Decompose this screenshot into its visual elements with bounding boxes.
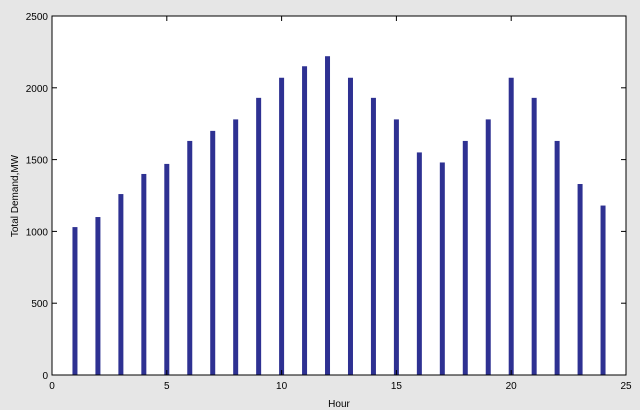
- x-tick-label: 10: [276, 381, 288, 392]
- x-tick-label: 20: [506, 381, 518, 392]
- bar-hour-24: [600, 205, 606, 375]
- y-tick-label: 500: [31, 299, 48, 310]
- y-tick-label: 0: [42, 371, 48, 382]
- x-tick-label: 15: [391, 381, 403, 392]
- y-tick-label: 1000: [26, 227, 49, 238]
- bar-hour-23: [577, 184, 583, 375]
- bar-hour-19: [485, 119, 491, 375]
- plot-area: [52, 16, 626, 375]
- y-tick-label: 2000: [26, 84, 49, 95]
- bar-hour-16: [416, 152, 422, 375]
- y-tick-label: 1500: [26, 156, 49, 167]
- bar-hour-12: [325, 56, 331, 376]
- bar-hour-3: [118, 194, 124, 375]
- bar-hour-15: [393, 119, 399, 375]
- y-axis-title: Total Demand,MW: [10, 154, 21, 237]
- bar-hour-1: [72, 227, 78, 375]
- bar-hour-10: [279, 77, 285, 375]
- bar-hour-6: [187, 140, 193, 375]
- bar-hour-5: [164, 163, 170, 375]
- x-tick-label: 25: [620, 381, 632, 392]
- bar-hour-8: [233, 119, 239, 375]
- bar-hour-21: [531, 97, 537, 375]
- bar-hour-4: [141, 173, 147, 375]
- x-tick-label: 5: [164, 381, 170, 392]
- bar-hour-14: [370, 97, 376, 375]
- bar-hour-20: [508, 77, 514, 375]
- y-tick-label: 2500: [26, 12, 49, 23]
- x-tick-label: 0: [49, 381, 55, 392]
- plot-frame: [51, 15, 627, 376]
- bar-hour-7: [210, 130, 216, 375]
- bars-layer: [72, 56, 606, 376]
- bar-hour-13: [347, 77, 353, 375]
- bar-hour-18: [462, 140, 468, 375]
- bar-hour-2: [95, 217, 101, 375]
- bar-hour-11: [302, 66, 308, 375]
- bar-hour-9: [256, 97, 262, 375]
- bar-hour-17: [439, 162, 445, 375]
- x-axis-title: Hour: [328, 399, 350, 410]
- bar-hour-22: [554, 140, 560, 375]
